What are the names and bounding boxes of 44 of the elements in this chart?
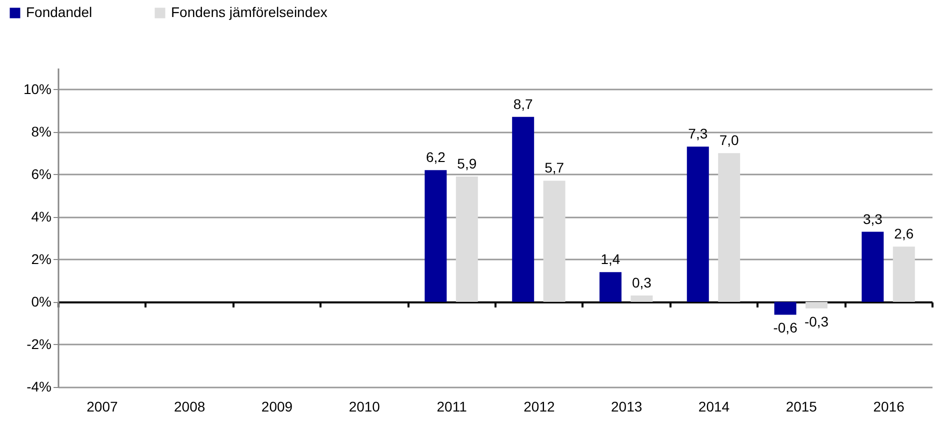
bar [543,180,566,302]
x-tick-label: 2016 [873,398,905,414]
bar [456,176,478,302]
bar [512,116,534,302]
legend-label: Fondens jämförelseindex [171,4,328,20]
x-tick-label: 2015 [786,398,818,414]
x-tick-label: 2014 [698,398,730,414]
bar [774,302,796,315]
legend-label: Fondandel [26,4,92,20]
data-label: 1,4 [600,251,620,268]
bar [806,302,828,308]
data-label: 3,3 [862,210,883,227]
bar [630,296,653,302]
data-label: 7,0 [719,132,740,148]
data-label: -0,6 [773,320,798,336]
data-label: 5,7 [544,160,564,176]
data-label: 7,3 [688,126,708,142]
y-tick-label: -4% [26,378,52,394]
bar [718,153,740,302]
y-tick-label: 4% [31,208,52,224]
bar [599,272,622,302]
x-tick-label: 2011 [436,398,468,414]
data-label: 8,7 [513,96,534,112]
data-label: 0,3 [632,274,652,291]
y-tick-label: 6% [31,166,52,182]
data-label: 5,9 [457,155,477,172]
x-tick-label: 2012 [524,398,555,414]
y-tick-label: 8% [31,123,52,140]
x-tick-label: 2013 [611,398,642,414]
bar [892,246,915,302]
bar [862,232,884,302]
y-tick-label: 10% [23,80,52,97]
y-tick-label: -2% [26,336,52,352]
data-label: -0,3 [804,313,829,330]
x-tick-label: 2007 [86,398,118,414]
y-tick-label: 0% [31,293,52,310]
x-tick-label: 2010 [348,398,380,414]
data-label: 6,2 [426,149,446,166]
y-tick-label: 2% [31,250,52,267]
bar [424,170,447,302]
data-label: 2,6 [894,226,914,242]
bar [686,146,709,302]
x-tick-label: 2009 [261,398,293,414]
x-tick-label: 2008 [174,398,206,414]
